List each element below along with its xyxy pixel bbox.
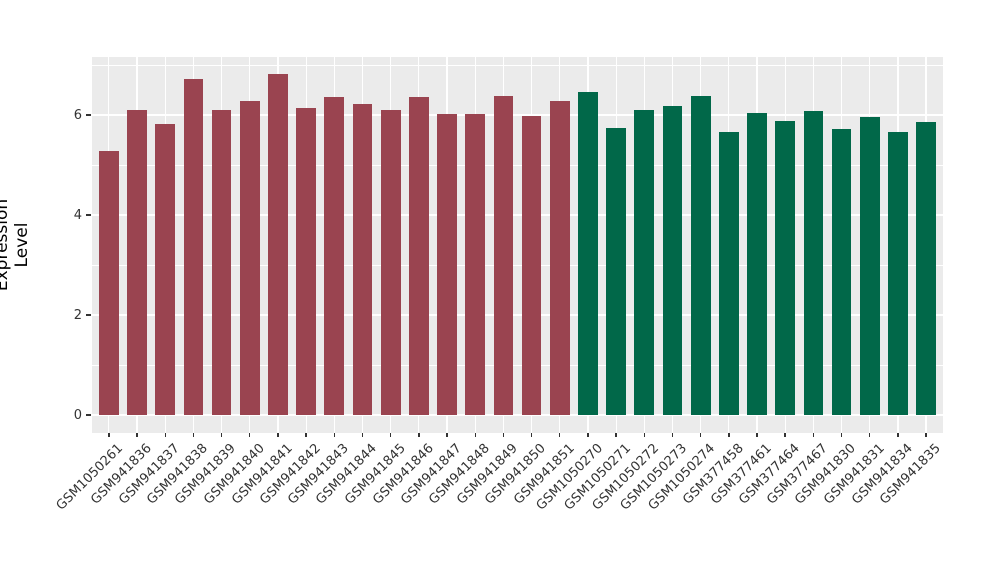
x-tick-mark [869, 433, 871, 437]
bar-GSM1050273 [662, 106, 683, 415]
gridline-minor [92, 364, 943, 366]
bar-GSM941850 [521, 116, 542, 415]
y-tick-mark [86, 414, 91, 416]
x-tick-mark [756, 433, 758, 437]
bar-GSM377458 [718, 132, 739, 415]
y-tick-label: 4 [73, 207, 82, 223]
x-tick-mark [446, 433, 448, 437]
bar-GSM1050271 [606, 127, 626, 415]
x-tick-mark [305, 433, 307, 437]
y-tick-mark [86, 214, 91, 216]
x-tick-mark [192, 433, 195, 437]
x-tick-mark [530, 433, 533, 437]
x-tick-mark [277, 433, 279, 437]
bar-GSM941830 [831, 129, 852, 415]
y-tick-label: 0 [73, 407, 82, 423]
x-tick-mark [925, 433, 927, 437]
gridline-major [92, 214, 943, 216]
gridline-major [92, 314, 943, 316]
y-tick-mark [86, 314, 91, 316]
bar-GSM941836 [127, 110, 147, 415]
bar-GSM1050270 [578, 91, 598, 415]
bar-GSM1050261 [99, 150, 119, 415]
x-tick-mark [389, 433, 392, 437]
bar-GSM941846 [409, 97, 429, 415]
bar-GSM377467 [803, 110, 824, 415]
x-tick-mark [559, 433, 561, 437]
bar-GSM941849 [493, 96, 514, 415]
x-tick-mark [643, 433, 645, 437]
bar-GSM941848 [465, 113, 486, 415]
bar-GSM941842 [296, 107, 316, 415]
gridline-major [92, 114, 943, 116]
plot-panel [92, 57, 943, 433]
x-tick-mark [333, 433, 336, 437]
bar-GSM941840 [239, 101, 260, 415]
gridline-minor [92, 264, 943, 266]
y-tick-label: 6 [73, 107, 82, 123]
x-tick-mark [784, 433, 786, 437]
x-tick-mark [615, 433, 617, 437]
bar-GSM1050274 [690, 96, 711, 415]
bar-GSM941851 [549, 100, 570, 415]
y-axis-title: Expression Level [0, 198, 32, 292]
bar-GSM941844 [352, 104, 373, 415]
x-tick-mark [671, 433, 674, 437]
y-tick-mark [86, 114, 91, 116]
x-tick-mark [502, 433, 505, 437]
bar-GSM941841 [268, 74, 288, 415]
bar-GSM941837 [155, 123, 176, 415]
x-tick-mark [474, 433, 476, 437]
x-tick-mark [840, 433, 843, 437]
bar-GSM941845 [380, 109, 401, 415]
x-tick-mark [897, 433, 899, 437]
gridline-minor [92, 64, 943, 66]
gridline-minor [92, 164, 943, 166]
gridline-major [92, 414, 943, 416]
bar-GSM1050272 [634, 110, 655, 415]
x-tick-mark [587, 433, 589, 437]
bar-GSM941839 [211, 110, 232, 415]
x-tick-mark [108, 433, 110, 437]
x-tick-mark [728, 433, 730, 437]
bar-GSM941843 [324, 96, 345, 415]
bar-GSM941838 [183, 79, 204, 415]
bar-GSM941834 [888, 131, 908, 415]
bar-GSM941831 [859, 117, 880, 415]
x-tick-mark [249, 433, 251, 437]
bar-GSM941835 [916, 121, 936, 415]
x-tick-mark [418, 433, 420, 437]
y-tick-label: 2 [73, 307, 82, 323]
bar-GSM941847 [437, 113, 457, 415]
x-tick-mark [164, 433, 166, 437]
bar-GSM377464 [775, 121, 796, 415]
bar-GSM377461 [747, 112, 767, 415]
x-tick-mark [812, 433, 815, 437]
x-tick-mark [361, 433, 364, 437]
x-tick-mark [136, 433, 138, 437]
x-tick-mark [220, 433, 223, 437]
x-tick-mark [699, 433, 702, 437]
